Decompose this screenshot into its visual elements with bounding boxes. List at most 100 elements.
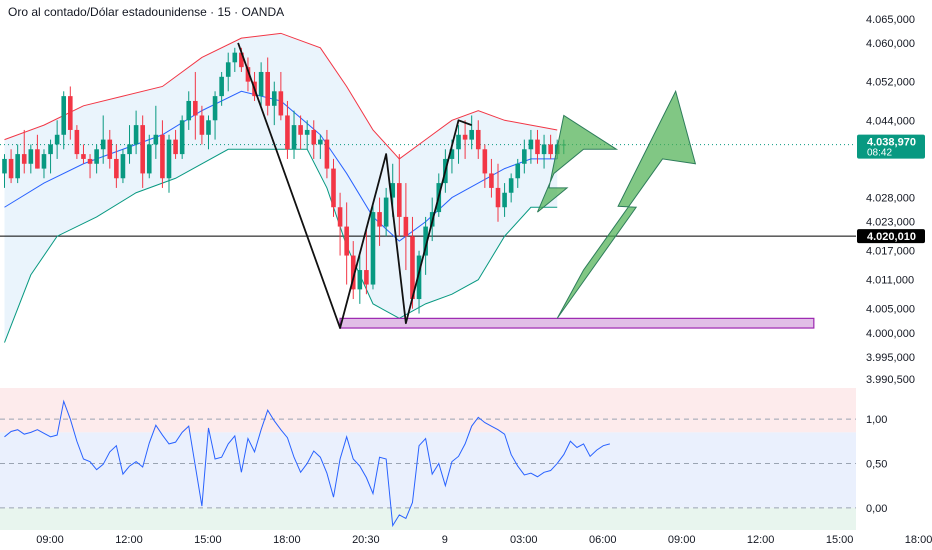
time-tick-label: 06:00 [589,534,617,546]
candle-body [127,144,132,155]
arrow-shape [537,114,619,213]
candle-body [271,91,277,106]
time-tick-label: 20:30 [352,534,380,546]
candle-body [8,158,14,179]
candle-body [489,173,494,188]
oscillator-axis[interactable]: 1,00 0,50 0,00 [866,414,887,515]
last-price-badge [857,134,925,159]
candle-body [54,134,60,145]
time-tick-label: 18:00 [273,534,301,546]
candle-body [456,134,461,150]
candle-body [206,120,211,135]
candle-body [146,144,152,174]
price-tick-label: 4.065,000 [866,14,915,26]
candle-body [199,115,205,135]
candle-body [383,197,389,227]
candle-body [469,129,474,140]
candle-body [515,163,521,179]
candle-body [245,67,251,82]
candle-body [107,139,113,159]
candle-body [522,149,527,164]
candle-body [81,154,86,159]
price-tick-label: 3.995,000 [866,352,915,364]
candle-body [140,125,145,174]
candle-body [304,129,310,135]
pattern-line [237,42,472,329]
oscillator-tick-label: 0,00 [866,503,887,515]
oscillator-bands [0,388,856,530]
candle-body [410,236,415,300]
candle-body [133,125,139,145]
candle-body [449,149,455,159]
price-tick-label: 4.000,000 [866,328,915,340]
candle-body [324,139,330,169]
candle-body [15,154,20,179]
candle-body [337,207,343,227]
candle-body [258,71,264,97]
candle-body [193,100,198,116]
price-tick-label: 4.005,000 [866,304,915,316]
oscillator-series [4,399,610,528]
candle-body [232,52,238,63]
candle-body [114,158,119,179]
band-lower [4,148,558,343]
candle-body [377,212,382,227]
time-tick-label: 09:00 [668,534,696,546]
candle-body [61,96,67,135]
time-tick-label: 18:00 [905,534,932,546]
oscillator-zone [0,388,856,433]
candle-body [225,62,231,77]
support-zone[interactable] [339,317,815,329]
candle-body [350,255,356,290]
candle-body [357,270,363,290]
candle-body [508,178,514,193]
price-tick-label: 4.044,000 [866,115,915,127]
candle-body [311,129,317,145]
time-tick-label: 12:00 [747,534,775,546]
candle-body [535,139,540,155]
time-tick-label: 15:00 [826,534,854,546]
candle-body [344,226,349,256]
symbol-title: Oro al contado/Dólar estadounidense · 15… [8,5,285,19]
candle-body [502,192,507,208]
time-tick-label: 09:00 [36,534,64,546]
candle-body [291,125,297,150]
projection-arrows[interactable] [537,89,697,319]
candle-body [21,154,27,164]
candle-body [528,139,534,150]
candle-body [331,168,336,208]
candle-body [298,125,303,135]
candle-body [482,149,488,174]
candle-body [186,100,192,121]
time-axis[interactable]: 09:00 12:00 15:00 18:00 20:30 9 03:00 06:00 09:0… [36,534,932,546]
candle-body [166,139,172,179]
time-tick-label: 12:00 [115,534,143,546]
w-pattern-drawing[interactable] [237,42,472,329]
candle-body [278,91,284,116]
candle-body [87,158,93,164]
candle-body [179,120,185,155]
candle-body [364,270,369,285]
candle-body [219,76,224,97]
time-tick-label: 03:00 [510,534,538,546]
candle-body [35,149,40,169]
candle-body [318,139,323,145]
time-tick-label: 9 [442,534,448,546]
candle-body [100,139,106,150]
candle-body [370,212,376,285]
price-tick-label: 4.060,000 [866,38,915,50]
candle-body [462,134,468,140]
candle-body [160,134,165,179]
bar-countdown: 08:42 [867,148,892,159]
candle-body [239,52,244,68]
price-axis[interactable]: 4.065,000 4.060,000 4.052,000 4.044,000 4.02… [866,14,915,386]
candle-body [495,187,501,208]
last-price-value: 4.038,970 [867,137,916,149]
price-tick-label: 4.023,000 [866,217,915,229]
candle-body [397,183,402,217]
band-upper [4,32,558,160]
candle-body [153,134,159,145]
oscillator-zone [0,432,856,508]
price-tick-label: 4.011,000 [866,275,914,287]
